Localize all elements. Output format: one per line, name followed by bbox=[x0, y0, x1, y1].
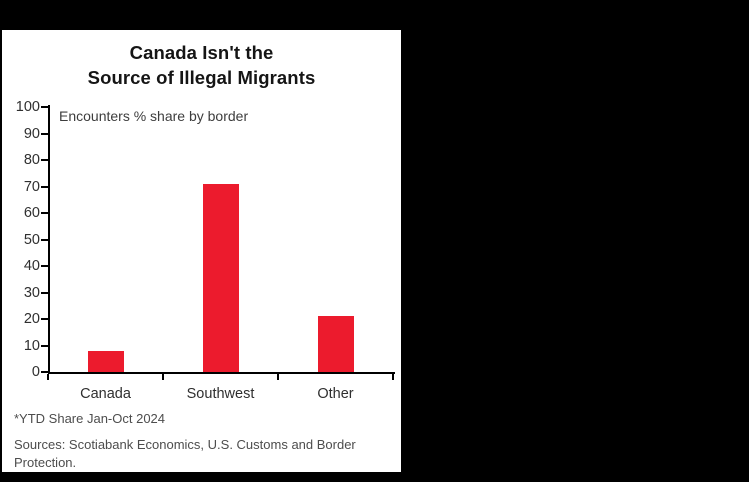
x-axis-label-canada: Canada bbox=[80, 386, 131, 402]
chart-sources-line-2: Protection. bbox=[14, 455, 77, 470]
x-tick bbox=[47, 374, 49, 380]
y-tick bbox=[41, 238, 48, 241]
y-tick bbox=[41, 371, 48, 373]
y-tick bbox=[41, 344, 48, 347]
y-tick bbox=[41, 318, 48, 320]
bar-southwest bbox=[202, 183, 239, 372]
chart-title: Canada Isn't the Source of Illegal Migra… bbox=[2, 40, 401, 90]
chart-title-line-1: Canada Isn't the bbox=[129, 42, 274, 63]
bar-other bbox=[317, 316, 354, 372]
y-tick bbox=[41, 106, 48, 108]
y-tick-label: 20 bbox=[23, 311, 40, 327]
y-tick-label: 90 bbox=[23, 125, 40, 142]
y-axis-line bbox=[48, 105, 50, 374]
y-tick-label: 60 bbox=[23, 205, 40, 221]
chart-sources: Sources: Scotiabank Economics, U.S. Cust… bbox=[14, 436, 356, 472]
chart-footnote: *YTD Share Jan-Oct 2024 bbox=[14, 411, 166, 426]
y-tick-label: 70 bbox=[23, 178, 40, 195]
y-tick bbox=[41, 159, 48, 161]
x-tick bbox=[162, 374, 164, 380]
x-tick bbox=[277, 374, 279, 380]
y-tick-label: 100 bbox=[15, 99, 40, 115]
x-axis-label-other: Other bbox=[317, 386, 354, 402]
y-tick-label: 30 bbox=[23, 284, 40, 301]
y-tick bbox=[41, 212, 48, 214]
y-tick-label: 0 bbox=[31, 364, 40, 380]
y-tick bbox=[41, 291, 48, 294]
x-axis-label-southwest: Southwest bbox=[186, 386, 255, 402]
chart-sources-line-1: Sources: Scotiabank Economics, U.S. Cust… bbox=[14, 437, 356, 452]
y-tick bbox=[41, 265, 48, 267]
y-tick-label: 10 bbox=[23, 337, 40, 354]
y-tick-label: 50 bbox=[23, 231, 40, 248]
y-tick bbox=[41, 185, 48, 188]
y-tick bbox=[41, 132, 48, 135]
plot-annotation: Encounters % share by border bbox=[59, 108, 249, 124]
bar-canada bbox=[87, 350, 124, 372]
chart-panel: Canada Isn't the Source of Illegal Migra… bbox=[2, 30, 401, 472]
x-tick bbox=[392, 374, 394, 380]
x-axis-line bbox=[48, 372, 395, 374]
y-tick-label: 80 bbox=[23, 152, 40, 168]
y-tick-label: 40 bbox=[23, 258, 40, 274]
chart-title-line-2: Source of Illegal Migrants bbox=[87, 67, 316, 88]
